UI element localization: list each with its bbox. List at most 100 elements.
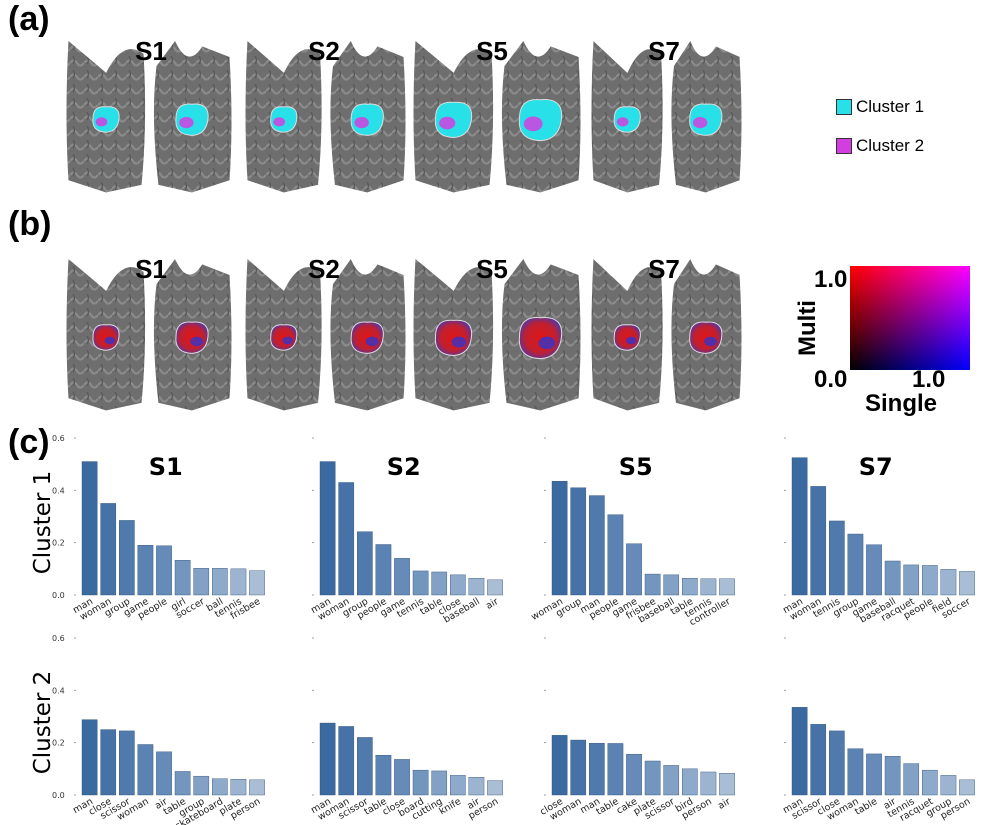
roi-cluster2-a-1-0 bbox=[273, 117, 286, 127]
roi-single-b-3-0 bbox=[625, 336, 637, 345]
legend-cluster-2: Cluster 2 bbox=[836, 136, 924, 156]
bar-group bbox=[940, 775, 957, 796]
bar-table bbox=[866, 753, 882, 796]
roi-blob-b-1-1 bbox=[350, 321, 384, 354]
subject-title-c-s1: S1 bbox=[149, 453, 183, 481]
roi-cluster2-a-0-1 bbox=[179, 117, 194, 129]
panel-label-c: (c) bbox=[8, 423, 50, 461]
bar-woman bbox=[100, 503, 117, 596]
bar-air bbox=[884, 756, 901, 796]
bar-racquet bbox=[922, 769, 938, 796]
bar-tennis bbox=[412, 570, 429, 596]
bar-air bbox=[468, 777, 485, 796]
bar-tennis bbox=[829, 520, 845, 596]
bar-people bbox=[375, 544, 392, 596]
subject-title-c-s2: S2 bbox=[387, 453, 421, 481]
bar-man bbox=[589, 495, 605, 596]
y-tick-label: 0.4 bbox=[52, 486, 65, 495]
roi-single-b-2-1 bbox=[538, 336, 556, 350]
subject-title-c-s7: S7 bbox=[859, 453, 893, 481]
bar-people bbox=[607, 514, 624, 596]
x-tick-label: air bbox=[484, 596, 500, 612]
subject-title-b-s1: S1 bbox=[135, 254, 167, 284]
legend-label-cluster-1: Cluster 1 bbox=[856, 97, 925, 116]
bar-game bbox=[137, 545, 154, 596]
bar-air bbox=[719, 773, 735, 796]
bar-people bbox=[156, 545, 172, 596]
legend-swatch-cluster-2 bbox=[836, 138, 852, 154]
bar-close bbox=[450, 574, 466, 596]
bar-man bbox=[791, 707, 808, 796]
x-tick-label: air bbox=[153, 796, 169, 812]
bar-woman bbox=[810, 486, 827, 596]
bar-cake bbox=[626, 753, 642, 796]
bar-table bbox=[431, 571, 448, 596]
row-label-cluster-1: Cluster 1 bbox=[30, 471, 56, 575]
bar-chart-s5-cluster-1: womangroupmanpeoplegamefrisbeebaseballta… bbox=[529, 437, 735, 628]
bar-table bbox=[174, 771, 191, 796]
bar-controller bbox=[719, 578, 735, 596]
roi-single-b-1-0 bbox=[282, 336, 293, 345]
roi-cluster2-a-2-1 bbox=[523, 116, 543, 132]
bar-close bbox=[394, 759, 410, 796]
bar-girl bbox=[174, 559, 191, 596]
y-tick-label: 0.6 bbox=[52, 434, 65, 443]
bar-chart-s5-cluster-2: closewomanmantablecakeplatescissorbirdpe… bbox=[538, 637, 735, 823]
bar-tennis bbox=[230, 568, 247, 596]
legend-label-cluster-2: Cluster 2 bbox=[856, 136, 925, 155]
x-tick-label: air bbox=[466, 796, 482, 812]
x-tick-label: knife bbox=[437, 796, 463, 817]
roi-single-b-0-1 bbox=[190, 336, 204, 347]
bar-group bbox=[570, 487, 587, 596]
bar-man bbox=[319, 722, 336, 796]
subject-title-b-s2: S2 bbox=[308, 254, 340, 284]
bar-close bbox=[100, 729, 117, 796]
bar-group bbox=[847, 533, 864, 596]
roi-single-b-0-0 bbox=[104, 336, 116, 345]
bar-scissor bbox=[663, 765, 680, 796]
bar-baseball bbox=[468, 578, 485, 596]
bar-group bbox=[357, 531, 373, 596]
y-tick-label: 0.2 bbox=[52, 539, 65, 548]
bar-person bbox=[700, 771, 717, 796]
bar-table bbox=[375, 755, 392, 796]
y-tick-label: 0.0 bbox=[52, 791, 65, 800]
colormap-2d bbox=[850, 266, 970, 370]
roi-cluster2-a-1-1 bbox=[354, 117, 369, 129]
roi-blob-b-2-0 bbox=[434, 319, 473, 357]
subject-title-a-s5: S5 bbox=[476, 36, 508, 66]
subject-title-a-s2: S2 bbox=[308, 36, 340, 66]
y-tick-label: 0.0 bbox=[52, 591, 65, 600]
bar-bird bbox=[682, 768, 698, 796]
roi-cluster2-a-3-0 bbox=[616, 117, 629, 127]
subject-title-b-s7: S7 bbox=[648, 254, 680, 284]
bar-person bbox=[249, 779, 265, 796]
y-tick-label: 0.6 bbox=[52, 634, 65, 643]
bar-skateboard bbox=[211, 778, 228, 796]
subject-title-a-s1: S1 bbox=[135, 36, 167, 66]
bar-frisbee bbox=[249, 570, 265, 596]
bar-chart-s7-cluster-1: manwomantennisgroupgamebaseballracquetpe… bbox=[781, 437, 975, 625]
bar-soccer bbox=[193, 568, 210, 596]
legend-cluster-1: Cluster 1 bbox=[836, 97, 924, 117]
roi-blob-b-3-0 bbox=[613, 324, 641, 351]
bar-group bbox=[193, 775, 210, 796]
y-tick-label: 0.4 bbox=[52, 686, 65, 695]
colormap-origin: 0.0 bbox=[814, 366, 848, 393]
roi-blob-b-1-0 bbox=[270, 324, 298, 351]
bar-man bbox=[81, 719, 98, 796]
colormap-y-max: 1.0 bbox=[814, 266, 848, 293]
subject-title-a-s7: S7 bbox=[648, 36, 680, 66]
bar-tennis bbox=[903, 763, 920, 796]
roi-cluster2-a-2-0 bbox=[439, 116, 456, 130]
bar-frisbee bbox=[644, 573, 661, 596]
bar-ball bbox=[211, 568, 228, 596]
bar-field bbox=[940, 569, 957, 596]
roi-single-b-3-1 bbox=[704, 336, 717, 347]
roi-cluster2-a-0-0 bbox=[95, 117, 108, 127]
bar-board bbox=[412, 769, 429, 796]
legend-swatch-cluster-1 bbox=[836, 99, 852, 115]
row-label-cluster-2: Cluster 2 bbox=[30, 671, 56, 775]
